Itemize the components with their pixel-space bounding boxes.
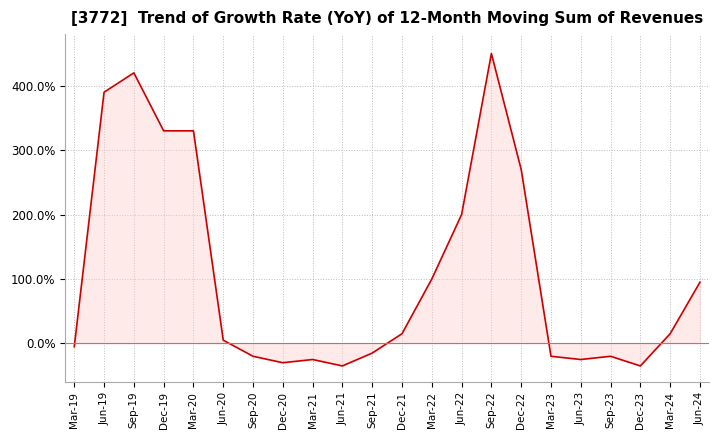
Title: [3772]  Trend of Growth Rate (YoY) of 12-Month Moving Sum of Revenues: [3772] Trend of Growth Rate (YoY) of 12-… bbox=[71, 11, 703, 26]
